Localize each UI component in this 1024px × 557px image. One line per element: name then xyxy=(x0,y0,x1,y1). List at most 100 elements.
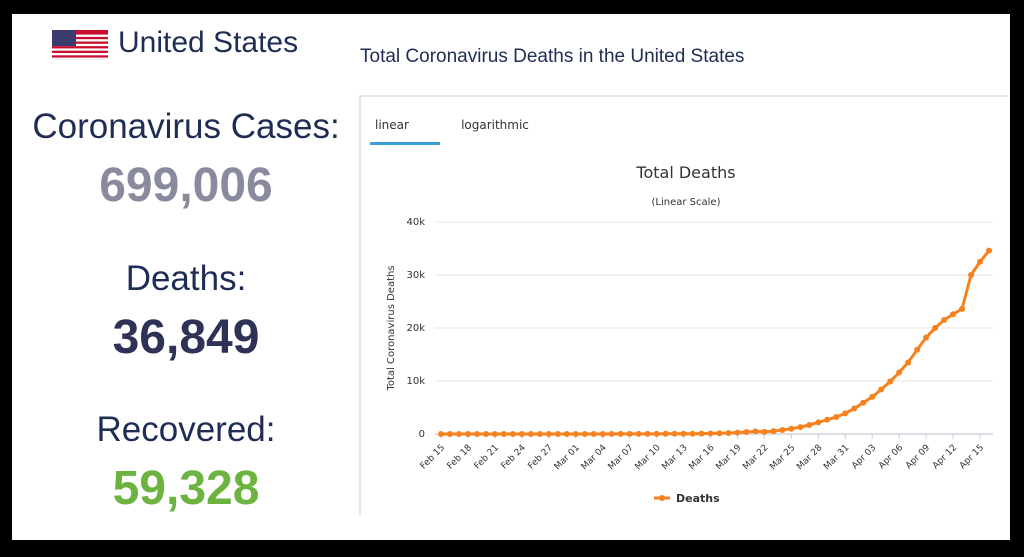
data-point xyxy=(779,427,786,434)
x-tick-label: Mar 28 xyxy=(795,443,824,472)
data-point xyxy=(941,317,948,324)
x-tick-label: Apr 06 xyxy=(877,443,905,471)
stat-label: Coronavirus Cases: xyxy=(32,107,340,146)
data-point xyxy=(770,428,777,435)
data-point xyxy=(635,430,642,437)
data-point xyxy=(572,430,579,437)
data-point xyxy=(644,430,651,437)
tab[interactable]: linear xyxy=(375,118,409,132)
stat-value: 36,849 xyxy=(112,311,260,364)
data-point xyxy=(563,430,570,437)
data-point xyxy=(887,378,894,385)
x-tick-label: Feb 21 xyxy=(473,443,501,471)
data-point xyxy=(869,393,876,400)
x-tick-label: Mar 13 xyxy=(660,443,689,472)
data-point xyxy=(923,334,930,341)
x-tick-label: Mar 01 xyxy=(553,443,582,472)
data-point xyxy=(815,419,822,426)
x-tick-label: Feb 27 xyxy=(526,443,554,471)
y-tick-label: 20k xyxy=(406,323,425,334)
legend-marker xyxy=(659,495,665,501)
data-point xyxy=(608,430,615,437)
stat-value: 59,328 xyxy=(112,462,260,515)
data-point xyxy=(689,430,696,437)
tab-underline xyxy=(370,142,440,145)
data-point xyxy=(905,359,912,366)
x-tick-label: Feb 15 xyxy=(419,443,447,471)
x-tick-label: Mar 25 xyxy=(768,443,797,472)
data-point xyxy=(464,431,471,437)
data-point xyxy=(599,430,606,437)
data-point xyxy=(518,431,525,437)
data-point xyxy=(896,369,903,376)
data-point xyxy=(752,428,759,435)
x-tick-label: Mar 31 xyxy=(822,443,851,472)
x-tick-label: Mar 19 xyxy=(714,443,743,472)
data-point xyxy=(491,431,498,437)
y-axis-title: Total Coronavirus Deaths xyxy=(386,265,397,391)
y-tick-label: 30k xyxy=(406,270,425,281)
data-point xyxy=(761,428,768,435)
data-point xyxy=(527,431,534,437)
page: United States Total Coronavirus Deaths i… xyxy=(12,14,1010,540)
data-point xyxy=(833,414,840,421)
data-point xyxy=(671,430,678,437)
data-point xyxy=(455,431,462,437)
stat-label: Deaths: xyxy=(125,259,247,298)
legend-label: Deaths xyxy=(676,492,720,505)
data-point xyxy=(725,429,732,436)
data-point xyxy=(438,431,444,437)
data-point xyxy=(716,430,723,437)
x-tick-label: Feb 18 xyxy=(446,443,475,472)
tab[interactable]: logarithmic xyxy=(461,118,529,132)
data-point xyxy=(743,429,750,436)
data-point xyxy=(590,430,597,437)
data-line xyxy=(441,249,991,436)
data-point xyxy=(707,430,714,437)
data-point xyxy=(554,431,561,437)
data-point xyxy=(626,430,633,437)
x-tick-label: Mar 16 xyxy=(687,443,716,472)
chart-box xyxy=(359,95,1008,515)
data-point xyxy=(878,386,885,393)
x-tick-label: Mar 10 xyxy=(634,443,663,472)
chart-title: Total Deaths xyxy=(635,163,735,182)
data-point xyxy=(824,416,831,423)
x-tick-label: Mar 04 xyxy=(580,443,609,472)
data-point xyxy=(851,405,858,412)
y-tick-label: 40k xyxy=(406,217,425,228)
data-point xyxy=(698,430,705,437)
data-point xyxy=(842,410,849,417)
country-name: United States xyxy=(118,26,299,59)
stat-value: 699,006 xyxy=(99,159,273,212)
data-point xyxy=(509,431,516,437)
data-point xyxy=(932,325,939,331)
data-point xyxy=(581,430,588,437)
data-point xyxy=(662,430,669,437)
data-point xyxy=(797,424,804,431)
data-point xyxy=(986,247,992,254)
data-point xyxy=(734,429,741,436)
data-point xyxy=(473,431,480,437)
data-point xyxy=(950,311,957,318)
data-point xyxy=(446,431,453,437)
chart-heading: Total Coronavirus Deaths in the United S… xyxy=(360,46,745,67)
stat-label: Recovered: xyxy=(96,410,276,449)
flag xyxy=(52,30,108,60)
x-tick-label: Apr 15 xyxy=(958,443,986,471)
x-tick-label: Apr 09 xyxy=(904,443,932,471)
x-tick-label: Feb 24 xyxy=(500,443,529,472)
y-tick-label: 0 xyxy=(419,429,425,440)
data-point xyxy=(653,430,660,437)
data-point xyxy=(536,431,543,437)
data-point xyxy=(914,346,921,353)
x-tick-label: Mar 22 xyxy=(741,443,770,472)
data-point xyxy=(482,431,489,437)
data-point xyxy=(500,431,507,437)
data-point xyxy=(545,431,552,437)
data-point xyxy=(977,258,984,265)
x-tick-label: Mar 07 xyxy=(607,443,636,472)
data-point xyxy=(788,425,795,432)
y-tick-label: 10k xyxy=(406,376,425,387)
